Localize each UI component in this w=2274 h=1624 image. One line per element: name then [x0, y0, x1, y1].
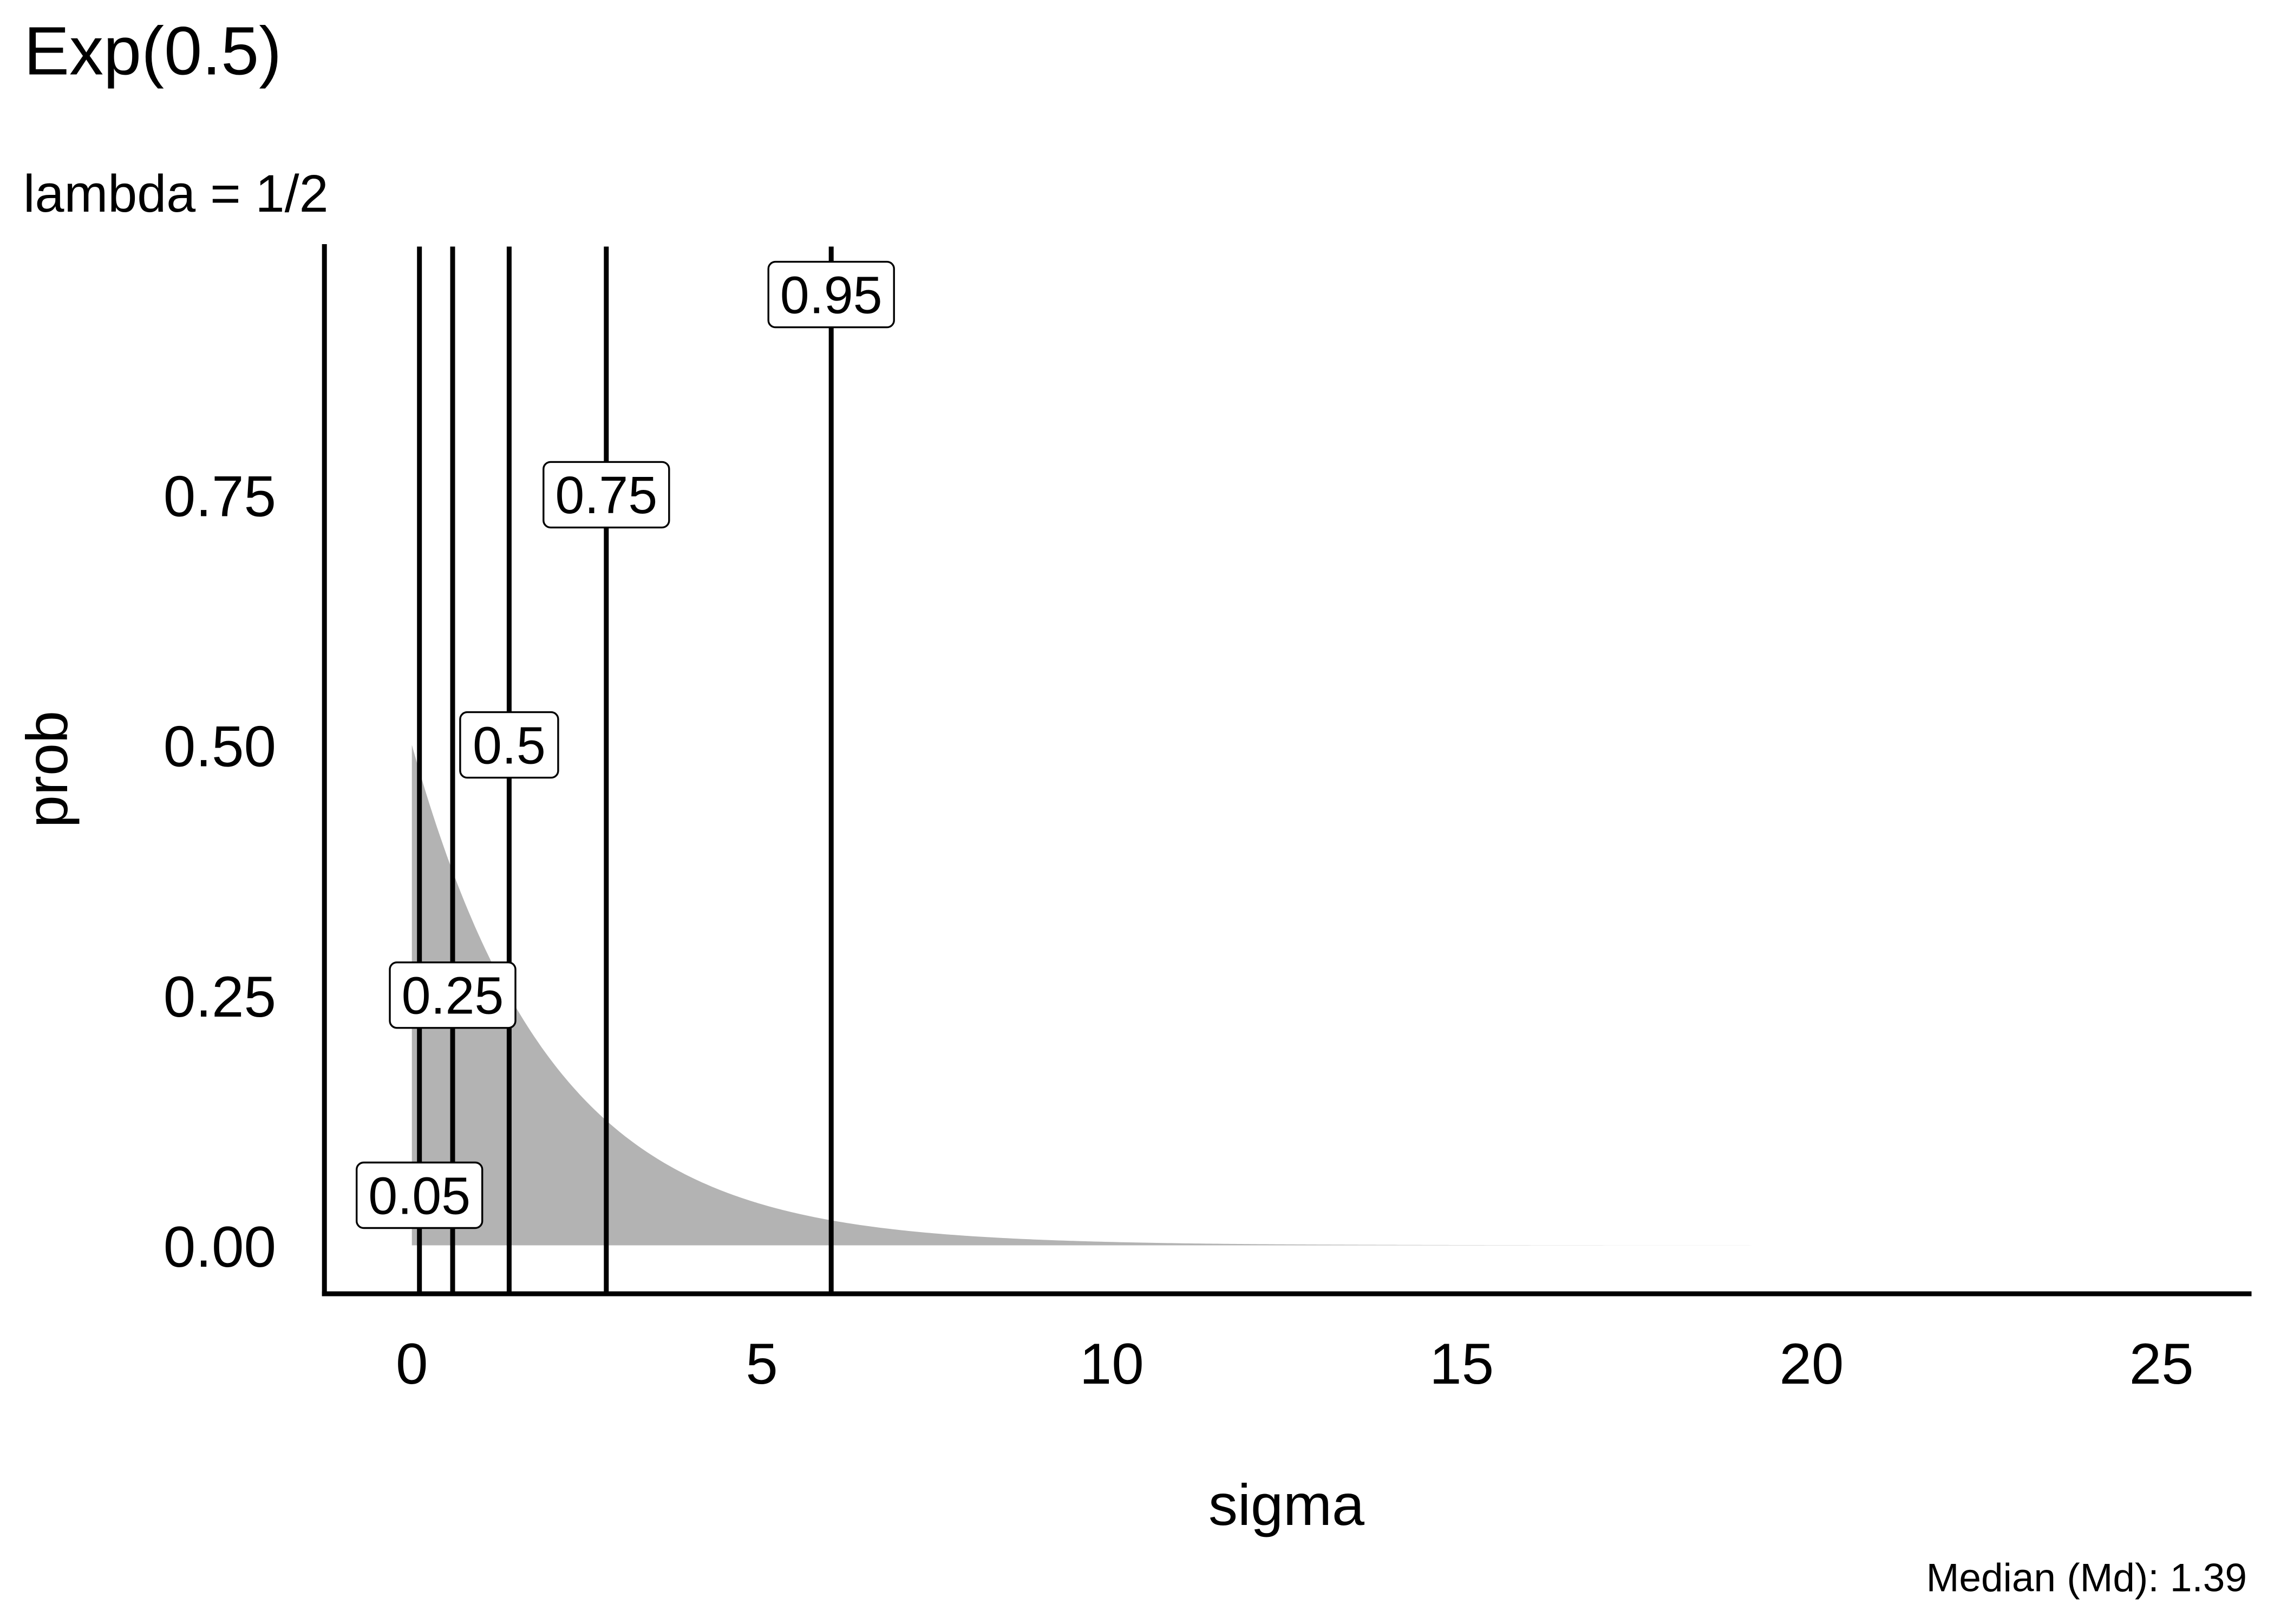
svg-text:prob: prob	[14, 711, 80, 828]
svg-text:0.25: 0.25	[402, 966, 504, 1025]
svg-text:0.25: 0.25	[164, 964, 276, 1029]
svg-text:0.75: 0.75	[555, 466, 657, 525]
svg-text:lambda = 1/2: lambda = 1/2	[23, 164, 329, 223]
svg-text:0.00: 0.00	[164, 1214, 276, 1279]
svg-text:5: 5	[746, 1331, 778, 1396]
svg-text:0.50: 0.50	[164, 714, 276, 779]
svg-text:25: 25	[2129, 1331, 2194, 1396]
svg-text:0: 0	[396, 1331, 428, 1396]
svg-text:0.05: 0.05	[368, 1166, 471, 1225]
svg-text:Median (Md): 1.39: Median (Md): 1.39	[1926, 1556, 2247, 1600]
svg-text:0.75: 0.75	[164, 463, 276, 528]
svg-text:10: 10	[1080, 1331, 1144, 1396]
svg-text:0.95: 0.95	[780, 265, 883, 324]
svg-text:0.5: 0.5	[473, 716, 546, 775]
svg-text:sigma: sigma	[1208, 1472, 1365, 1537]
svg-text:15: 15	[1429, 1331, 1494, 1396]
svg-text:20: 20	[1779, 1331, 1844, 1396]
svg-text:Exp(0.5): Exp(0.5)	[24, 13, 282, 89]
